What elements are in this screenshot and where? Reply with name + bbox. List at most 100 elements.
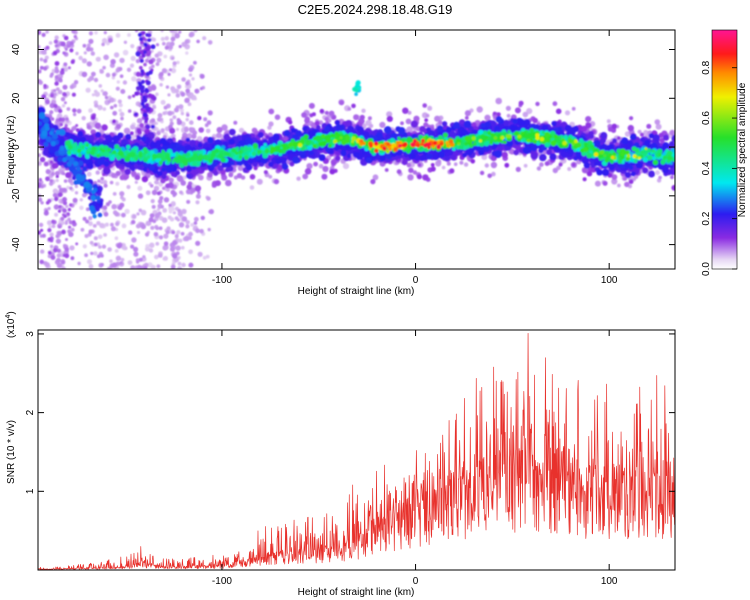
spectrogram-cell [60, 260, 66, 265]
spectrogram-cell [62, 84, 68, 90]
spectrogram-cell [185, 189, 192, 195]
spectrogram-cell [61, 229, 66, 234]
spectrogram-cell [518, 148, 524, 154]
spectrogram-cell [627, 124, 634, 132]
spectrogram-cell [100, 176, 104, 181]
spectrogram-cell [101, 244, 107, 249]
spectrogram-cell [143, 266, 148, 269]
spectrogram-cell [88, 221, 93, 227]
spectrogram-cell [56, 257, 61, 263]
spectrogram-cell [188, 249, 194, 255]
spectrogram-cell [186, 133, 193, 139]
spectrogram-cell [151, 95, 157, 101]
spectrogram-cell [581, 167, 588, 174]
spectrogram-cell [59, 70, 65, 75]
spectrogram-cell [296, 176, 301, 181]
spectrogram-cell [49, 110, 54, 115]
spectrogram-cell [110, 222, 114, 227]
spectrogram-cell [112, 119, 116, 124]
spectrogram-cell [67, 207, 72, 212]
spectrogram-cell [157, 211, 162, 216]
spectrogram-cell [213, 170, 219, 176]
spectrogram-cell [103, 233, 107, 237]
spectrogram-cell [191, 77, 195, 81]
spectrogram-cell [571, 162, 576, 167]
spectrogram-cell [53, 92, 57, 97]
spectrogram-cell [268, 121, 274, 127]
spectrogram-cell [324, 116, 329, 122]
spectrogram-cell [140, 72, 144, 76]
spectrogram-cell [43, 161, 49, 167]
spectrogram-cell [88, 38, 94, 45]
spectrogram-cell [55, 174, 59, 179]
spectrogram-cell [111, 262, 118, 268]
spectrogram-cell [328, 110, 335, 117]
spectrogram-cell [119, 74, 124, 78]
spectrogram-cell [64, 247, 70, 252]
spectrogram-cell [136, 212, 140, 216]
spectrogram-cell [464, 116, 469, 120]
spectrogram-cell [47, 250, 52, 255]
spectrogram-cell [41, 233, 46, 238]
spectrogram-cell [64, 221, 68, 225]
spectrogram-cell [544, 161, 550, 167]
spectrogram-cell [61, 104, 66, 108]
spectrogram-cell [48, 41, 53, 45]
spectrogram-cell [124, 168, 131, 175]
spectrogram-cell [85, 207, 90, 212]
spectrogram-cell [138, 257, 143, 262]
spectrogram-cell [629, 116, 634, 121]
spectrogram-cell [207, 171, 213, 178]
spectrogram-cell [88, 108, 93, 113]
spectrogram-cell [177, 208, 182, 213]
spectrogram-cell [171, 56, 175, 60]
spectrogram-cell [52, 248, 58, 253]
spectrogram-cell [190, 223, 195, 227]
spectrogram-cell [185, 117, 189, 122]
spectrogram-cell [132, 214, 137, 219]
spectrogram-cell [100, 262, 104, 267]
spectrogram-cell [315, 125, 321, 130]
spectrogram-cell [38, 153, 41, 158]
spectrogram-cell [171, 230, 176, 235]
spectrogram-cell [47, 237, 52, 242]
spectrogram-cell [63, 67, 68, 72]
spectrogram-cell [54, 44, 58, 48]
spectrogram-cell [98, 84, 103, 88]
spectrogram-cell [180, 180, 186, 186]
spectrogram-cell [50, 255, 56, 260]
spectrogram-cell [41, 32, 46, 38]
spectrogram-cell [237, 165, 244, 171]
spectrogram-cell [167, 72, 171, 76]
spectrogram-cell [186, 113, 190, 117]
spectrogram-cell [49, 181, 54, 186]
spectrogram-cell [107, 100, 111, 104]
spectrogram-cell [182, 175, 187, 180]
spectrogram-cell [161, 68, 167, 74]
spectrogram-cell [156, 264, 161, 269]
spectrogram-cell [658, 175, 662, 180]
spectrogram-cell [70, 256, 75, 261]
spectrogram-cell [117, 99, 122, 104]
spectrogram-cell [642, 167, 649, 174]
spectrogram-cell [169, 118, 174, 122]
spectrogram-cell [63, 179, 68, 183]
spectrogram-cell [198, 174, 204, 181]
spectrogram-cell [93, 242, 98, 247]
spectrogram-cell [158, 235, 164, 240]
spectrogram-cell [55, 178, 59, 183]
spectrogram-cell [51, 224, 56, 229]
spectrogram-cell [115, 221, 120, 227]
spectrogram-cell [221, 124, 228, 131]
spectrogram-cell [195, 240, 201, 246]
spectrogram-cell [52, 188, 59, 194]
spectrogram-cell [68, 231, 74, 238]
spectrogram-cell [197, 190, 201, 195]
spectrogram-cell [72, 220, 76, 224]
spectrogram-cell [423, 122, 429, 128]
spectrogram-cell [73, 80, 79, 85]
spectrogram-cell [491, 171, 496, 177]
spectrogram-cell [65, 238, 68, 241]
spectrogram-cell [236, 173, 243, 179]
spectrogram-cell [118, 66, 123, 72]
